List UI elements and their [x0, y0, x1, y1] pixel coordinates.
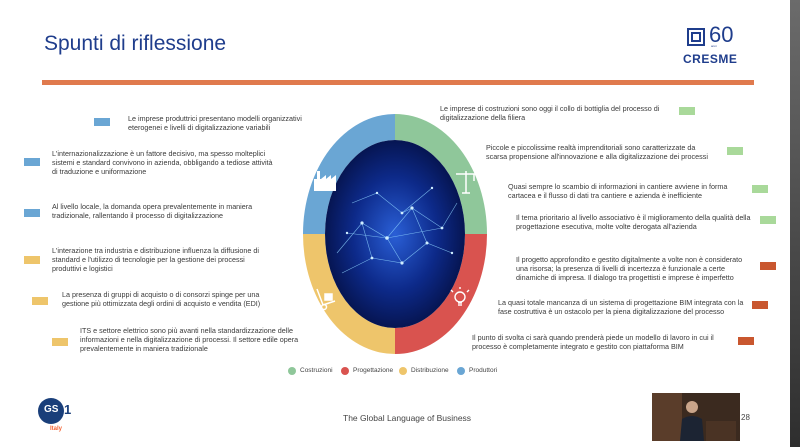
left-point-3: Al livello locale, la domanda opera prev… [52, 202, 253, 220]
costruzioni-marker [760, 216, 776, 224]
distribuzione-marker [32, 297, 48, 305]
factory-icon [314, 171, 336, 191]
left-point-6: ITS e settore elettrico sono più avanti … [80, 326, 299, 353]
right-point-3: Quasi sempre lo scambio di informazioni … [508, 182, 728, 200]
page-number: 28 [741, 413, 750, 422]
left-point-1: Le imprese produttrici presentano modell… [128, 114, 302, 132]
donut-segment-costruzioni [395, 114, 487, 234]
gs1-one: 1 [64, 402, 72, 417]
costruzioni-marker [679, 107, 695, 115]
hand-truck-icon [316, 288, 336, 311]
costruzioni-marker [752, 185, 768, 193]
gs1-logo: GS 1 Italy [38, 398, 98, 438]
gs1-mark: GS [44, 404, 59, 415]
legend-costruzioni: Costruzioni [300, 367, 333, 374]
distribuzione-marker [52, 338, 68, 346]
progettazione-marker [752, 301, 768, 309]
cresme-name: CRESME [683, 52, 738, 66]
legend-dot-distribuzione [399, 367, 407, 375]
right-point-2: Piccole e piccolissime realtà imprendito… [486, 143, 708, 161]
right-point-4: Il tema prioritario al livello associati… [516, 213, 751, 231]
speaker-figure-icon [652, 393, 740, 441]
legend-distribuzione: Distribuzione [411, 367, 449, 374]
progettazione-marker [738, 337, 754, 345]
crane-icon [456, 171, 476, 194]
donut-segment-progettazione [395, 234, 487, 354]
donut-segment-produttori [303, 114, 395, 234]
produttori-marker [94, 118, 110, 126]
gs1-circle-icon: GS [38, 398, 64, 424]
legend-progettazione: Progettazione [353, 367, 394, 374]
legend-dot-costruzioni [288, 367, 296, 375]
right-point-1: Le imprese di costruzioni sono oggi il c… [440, 104, 660, 122]
footer-tagline: The Global Language of Business [343, 413, 472, 423]
produttori-marker [24, 158, 40, 166]
cresme-mark-icon [687, 28, 705, 46]
progettazione-marker [760, 262, 776, 270]
right-point-5: Il progetto approfondito e gestito digit… [516, 255, 743, 282]
window-edge [790, 0, 800, 447]
cresme-anniversary-number: 60 [709, 22, 734, 47]
title-divider [42, 80, 754, 85]
left-point-5: La presenza di gruppi di acquisto o di c… [62, 290, 261, 308]
donut-diagram [303, 114, 487, 354]
left-point-4: L'interazione tra industria e distribuzi… [52, 246, 260, 273]
donut-segment-distribuzione [303, 234, 395, 354]
costruzioni-marker [727, 147, 743, 155]
lightbulb-icon [450, 287, 470, 306]
cresme-logo: 60 anni CRESME [683, 22, 745, 68]
left-point-2: L'internazionalizzazione è un fattore de… [52, 149, 273, 176]
page-title: Spunti di riflessione [44, 32, 227, 55]
legend-dot-progettazione [341, 367, 349, 375]
produttori-marker [24, 209, 40, 217]
right-point-7: Il punto di svolta ci sarà quando prende… [472, 333, 714, 351]
cresme-subtitle: anni [711, 44, 717, 48]
speaker-video [652, 393, 740, 441]
legend-dot-produttori [457, 367, 465, 375]
network-image [325, 140, 465, 328]
legend-produttori: Produttori [469, 367, 498, 374]
distribuzione-marker [24, 256, 40, 264]
gs1-country: Italy [50, 426, 63, 432]
right-point-6: La quasi totale mancanza di un sistema d… [498, 298, 744, 316]
